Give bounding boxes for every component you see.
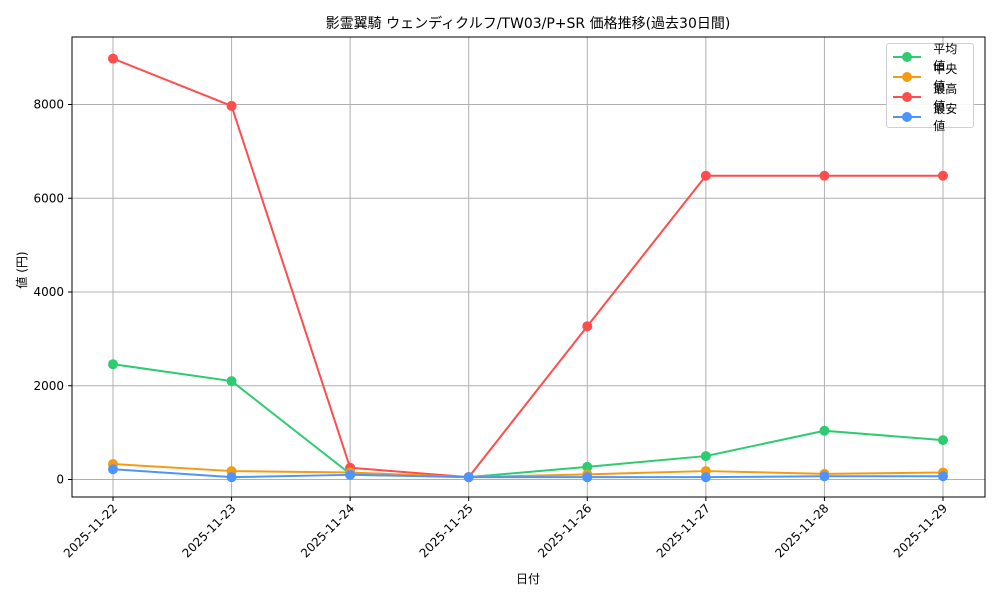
y-tick-label: 2000 [33,379,64,393]
y-axis-ticks: 0 2000 4000 6000 8000 [33,98,72,487]
legend-marker-icon [893,112,921,122]
y-tick-label: 8000 [33,98,64,112]
data-point [582,472,593,483]
y-tick-label: 4000 [33,285,64,299]
legend-label: 最高値 [933,82,958,113]
x-tick-label: 2025-11-28 [772,501,831,560]
legend-item: 最高値 [893,82,967,113]
chart-series [108,53,948,483]
legend-label: 平均値 [933,42,958,73]
legend-item: 平均値 [893,42,967,73]
x-axis-label: 日付 [516,572,540,586]
x-tick-label: 2025-11-25 [417,501,476,560]
data-point [938,471,948,482]
legend-marker-icon [893,92,921,102]
data-point [226,100,237,111]
data-point [108,464,118,475]
plot-frame [71,36,986,498]
series-line [108,464,948,483]
data-point [700,170,711,181]
x-tick-label: 2025-11-23 [179,501,238,560]
x-tick-label: 2025-11-29 [891,501,950,560]
y-tick-label: 6000 [33,191,64,205]
data-point [819,425,830,436]
data-point [819,471,830,482]
data-point [938,170,948,181]
data-point [819,170,830,181]
x-tick-label: 2025-11-22 [61,501,120,560]
legend-item: 最安値 [893,102,967,133]
y-axis-label: 値 (円) [14,251,29,288]
data-point [108,53,118,64]
series-line [108,359,948,483]
y-tick-label: 0 [56,473,64,487]
data-point [582,321,593,332]
chart-legend: 平均値 中央値 最高値 最安値 [886,42,974,133]
grid-lines [72,37,985,497]
data-point [226,472,237,483]
legend-label: 最安値 [933,102,958,133]
x-tick-label: 2025-11-26 [535,501,594,560]
series-line [108,53,948,483]
data-point [700,472,711,483]
x-axis-ticks: 2025-11-22 2025-11-23 2025-11-24 2025-11-25… [61,497,950,560]
data-point [108,359,118,370]
data-point [938,435,948,446]
chart-title: 影霊翼騎 ウェンディクルフ/TW03/P+SR 価格推移(過去30日間) [326,15,731,32]
legend-marker-icon [893,72,921,82]
legend-label: 中央値 [933,62,958,93]
data-point [582,461,593,472]
x-tick-label: 2025-11-27 [654,501,713,560]
data-point [345,469,356,480]
x-tick-label: 2025-11-24 [298,501,357,560]
data-point [700,451,711,462]
legend-marker-icon [893,52,921,62]
legend-item: 中央値 [893,62,967,93]
data-point [463,472,474,483]
data-point [226,376,237,387]
